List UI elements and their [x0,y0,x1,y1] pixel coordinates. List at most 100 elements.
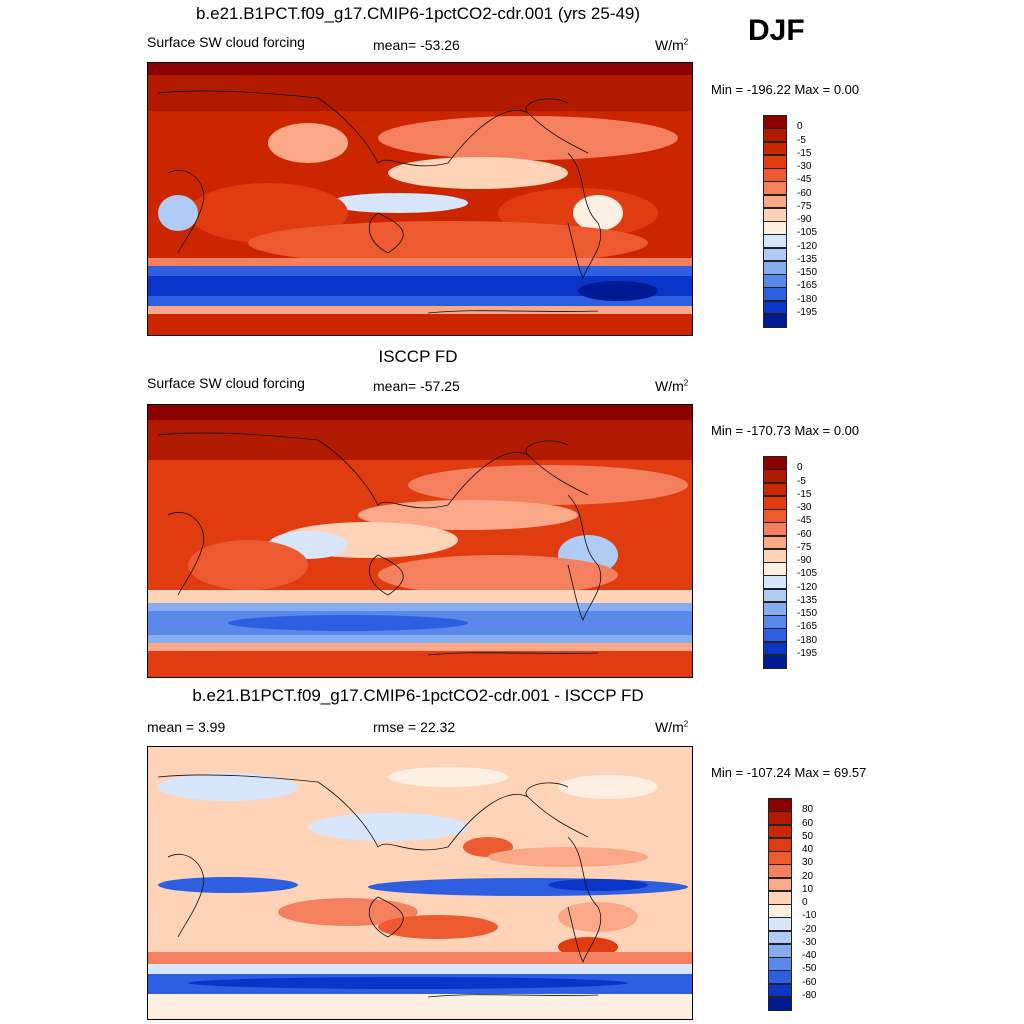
colorbar-swatch [763,482,787,497]
colorbar-swatch [763,641,787,656]
colorbar-tick-label: -80 [802,989,817,1001]
colorbar-swatch [763,456,787,470]
colorbar-swatch [763,654,787,669]
colorbar-tick-label: -120 [797,240,818,252]
colorbar-tick-label: -120 [797,581,818,593]
colorbar-tick-label: -10 [802,910,817,922]
colorbar-tick-label: -60 [797,528,812,540]
colorbar-tick-label: -180 [797,293,818,305]
colorbar-swatch [763,221,787,235]
colorbar-tick-label: -150 [797,267,818,278]
colorbar-swatch [763,168,787,182]
colorbar-swatch [763,115,787,129]
colorbar-tick-label: -150 [797,608,818,619]
colorbar-tick-label: -30 [797,161,812,172]
panel2-mean-label: mean= -57.25 [373,378,460,394]
colorbar-swatch [763,154,787,169]
colorbar-tick-label: -90 [797,555,812,566]
panel1-units: W/m2 [655,37,689,53]
colorbar-tick-label: -60 [802,976,817,988]
panel1-field-label: Surface SW cloud forcing [147,34,305,50]
colorbar-swatch [768,851,792,865]
colorbar-tick-label: -15 [797,147,812,159]
colorbar-tick-label: -195 [797,306,818,318]
colorbar-tick-label: -30 [797,502,812,513]
colorbar-swatch [763,562,787,576]
colorbar-tick-label: -40 [802,950,817,961]
colorbar-swatch [763,313,787,328]
panel1-title: b.e21.B1PCT.f09_g17.CMIP6-1pctCO2-cdr.00… [195,4,641,23]
colorbar-swatch [763,495,787,510]
colorbar-tick-label: -30 [802,936,817,948]
colorbar-swatch [763,509,787,523]
colorbar-swatch [763,615,787,629]
colorbar-tick-label: -105 [797,227,818,239]
colorbar-swatch [763,260,787,275]
panel1-colorbar: 0 -5 -15 -30 -45 -60 -75 -90 -105 -120 -135 -150 -16… [763,115,863,328]
colorbar-tick-label: 60 [802,817,814,829]
colorbar-swatch [763,628,787,642]
colorbar-tick-label: -45 [797,174,812,186]
panel1-minmax: Min = -196.22 Max = 0.00 [711,82,860,97]
panel3-colorbar: 80 60 50 40 30 20 10 0 -10 -20 -30 -40 -50 -60 -80 [768,798,868,1011]
panel2-map [147,404,693,678]
colorbar-swatch [763,588,787,603]
colorbar-swatch [768,877,792,892]
panel3-title: b.e21.B1PCT.f09_g17.CMIP6-1pctCO2-cdr.00… [192,686,644,705]
colorbar-tick-label: -15 [797,488,812,500]
panel2-field-label: Surface SW cloud forcing [147,375,305,391]
colorbar-tick-label: 20 [802,870,814,882]
colorbar-swatch [763,287,787,301]
colorbar-tick-label: -45 [797,515,812,527]
colorbar-tick-label: 30 [802,857,814,869]
colorbar-swatch [768,930,792,945]
colorbar-swatch [768,917,792,931]
colorbar-swatch [768,970,792,984]
panel1-map [147,62,693,336]
colorbar-tick-label: -165 [797,621,818,633]
colorbar-swatch [768,837,792,852]
colorbar-swatch [763,469,787,483]
panel1-mean-label: mean= -53.26 [373,37,460,53]
colorbar-tick-label: 50 [802,830,814,842]
panel3-map [147,746,693,1020]
colorbar-tick-label: -90 [797,214,812,225]
colorbar-swatch [763,601,787,616]
colorbar-tick-label: -5 [797,134,806,146]
colorbar-swatch [768,957,792,971]
colorbar-swatch [763,548,787,563]
colorbar-swatch [763,234,787,248]
colorbar-swatch [763,194,787,209]
colorbar-tick-label: -180 [797,634,818,646]
colorbar-tick-label: 0 [797,121,803,133]
colorbar-swatch [763,128,787,142]
colorbar-swatch [763,207,787,222]
panel2-units: W/m2 [655,378,689,394]
colorbar-tick-label: -20 [802,923,817,935]
colorbar-swatch [768,811,792,825]
colorbar-swatch [763,141,787,156]
colorbar-tick-label: 10 [802,883,814,895]
colorbar-swatch [768,890,792,905]
colorbar-tick-label: -135 [797,594,818,606]
colorbar-swatch [768,904,792,918]
colorbar-tick-label: -5 [797,475,806,487]
colorbar-swatch [768,824,792,839]
panel3-mean-label: mean = 3.99 [147,719,226,735]
colorbar-swatch [763,522,787,536]
colorbar-tick-label: 40 [802,844,814,855]
colorbar-swatch [768,983,792,998]
colorbar-swatch [763,181,787,195]
colorbar-tick-label: -60 [797,187,812,199]
colorbar-tick-label: 80 [802,804,814,816]
colorbar-tick-label: -50 [802,963,817,975]
colorbar-tick-label: -75 [797,200,812,212]
panel3-rmse-label: rmse = 22.32 [373,719,456,735]
colorbar-swatch [768,798,792,812]
colorbar-swatch [768,996,792,1011]
season-label: DJF [748,14,805,47]
colorbar-tick-label: 0 [797,462,803,474]
colorbar-tick-label: -165 [797,280,818,292]
colorbar-tick-label: 0 [802,897,808,908]
panel2-title: ISCCP FD [378,347,458,366]
